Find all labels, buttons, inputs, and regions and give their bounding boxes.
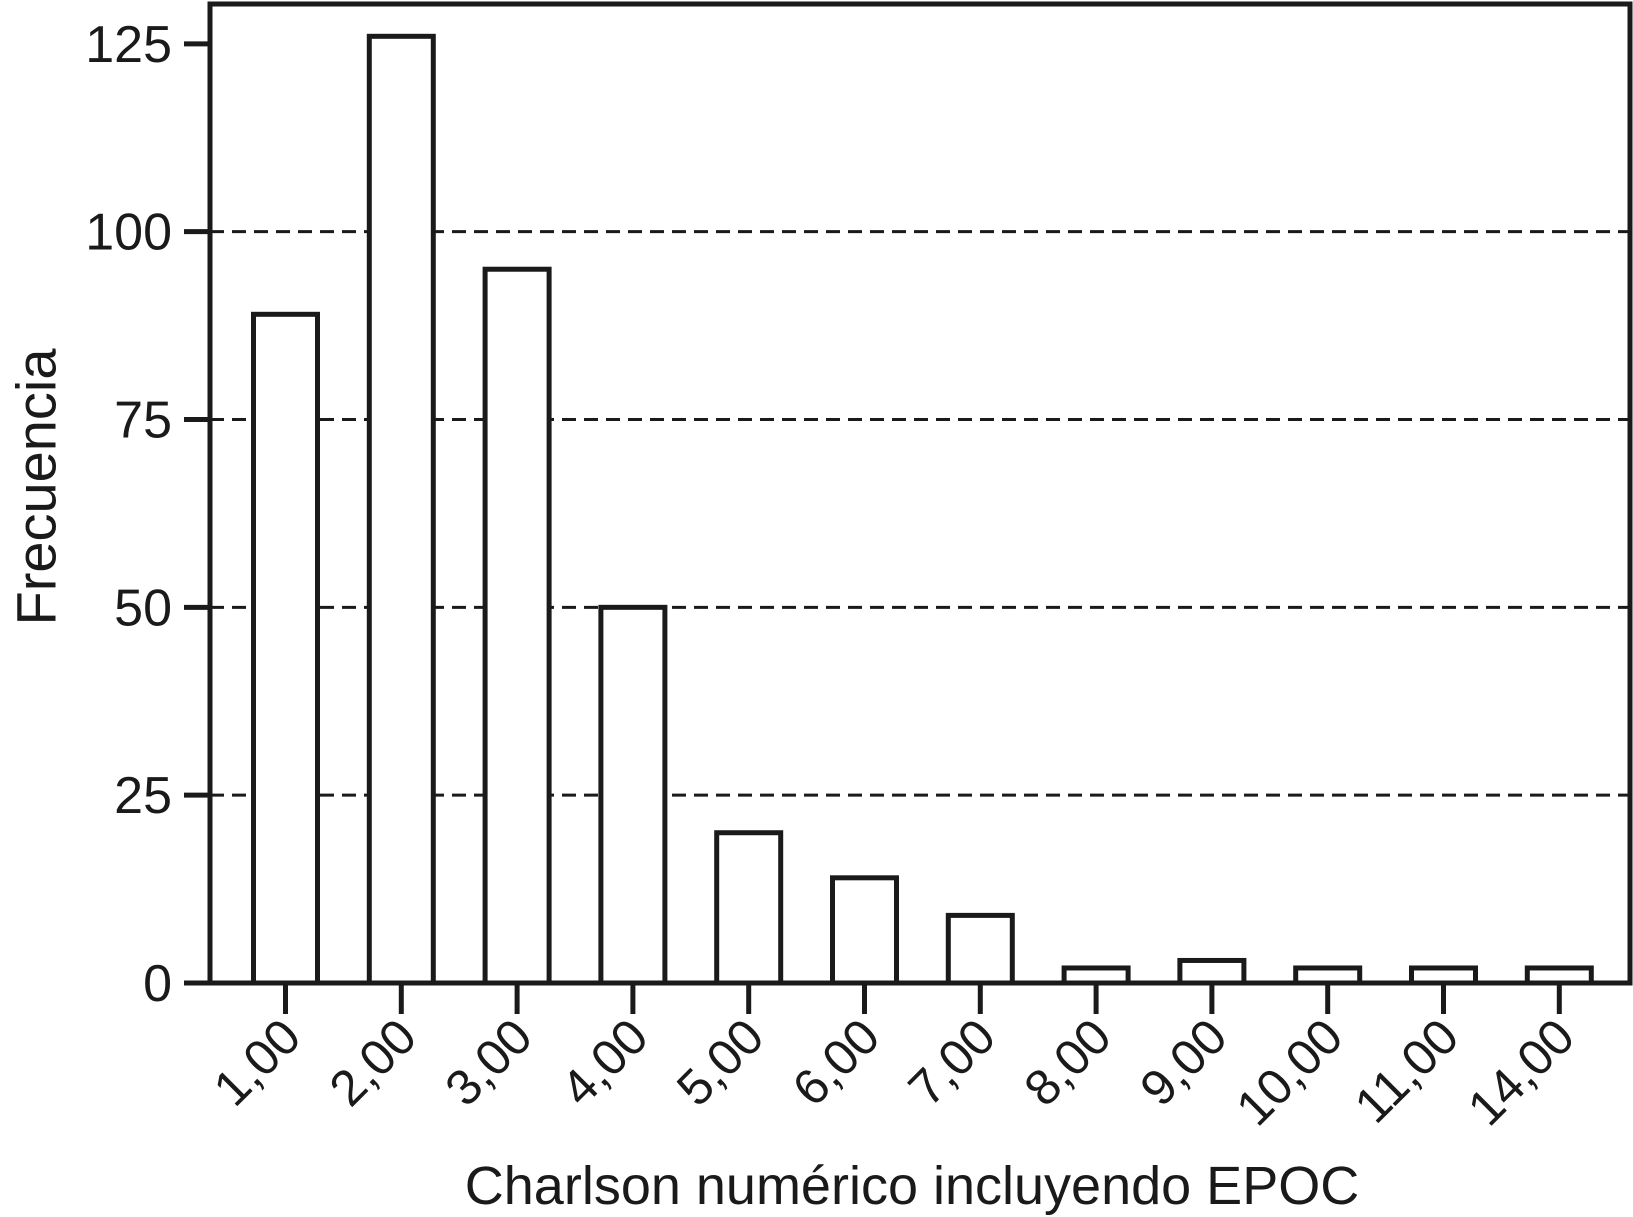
- x-tick-label: 9,00: [1129, 1008, 1237, 1116]
- bar: [251, 311, 320, 986]
- x-tick-label: 4,00: [550, 1008, 658, 1116]
- bar: [945, 912, 1015, 986]
- x-tick-label: 10,00: [1225, 1008, 1353, 1136]
- y-tick-label: 100: [85, 204, 172, 262]
- x-tick-label: 14,00: [1457, 1008, 1585, 1136]
- bar: [830, 875, 899, 986]
- x-tick-label: 7,00: [898, 1008, 1006, 1116]
- x-tick-label: 2,00: [319, 1008, 427, 1116]
- y-axis-title: Frecuencia: [4, 348, 68, 626]
- bar: [598, 604, 668, 986]
- bar: [1177, 957, 1247, 986]
- y-tick-label: 125: [85, 16, 172, 74]
- bar: [482, 266, 552, 986]
- x-tick-label: 6,00: [782, 1008, 890, 1116]
- y-tick-label: 25: [114, 767, 172, 825]
- bar: [366, 33, 436, 986]
- y-tick-label: 75: [114, 391, 172, 449]
- x-tick-label: 1,00: [203, 1008, 311, 1116]
- x-axis-title: Charlson numérico incluyendo EPOC: [464, 1156, 1360, 1216]
- x-tick-label: 11,00: [1344, 1008, 1469, 1133]
- plot-frame: [207, 1, 1633, 986]
- y-tick-label: 0: [143, 955, 172, 1013]
- x-tick-label: 8,00: [1013, 1008, 1121, 1116]
- x-tick-label: 3,00: [434, 1008, 542, 1116]
- x-tick-label: 5,00: [666, 1008, 774, 1116]
- bar: [714, 830, 784, 986]
- y-tick-label: 50: [114, 579, 172, 637]
